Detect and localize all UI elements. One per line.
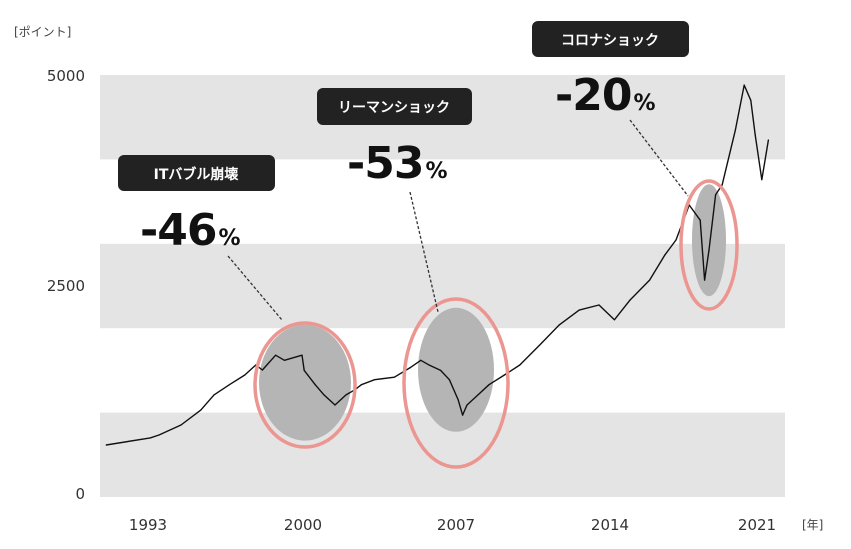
y-tick: 5000	[47, 67, 85, 85]
data-point	[734, 129, 737, 131]
annotation-label-box	[118, 155, 275, 191]
data-point	[488, 384, 490, 386]
annotation-label: コロナショック	[561, 33, 659, 49]
crash-shade	[692, 184, 726, 297]
crash-highlight-ring	[679, 179, 739, 311]
x-tick: 2000	[284, 516, 322, 534]
data-point	[409, 367, 411, 369]
data-point	[314, 384, 316, 386]
data-point	[149, 437, 151, 439]
data-point	[105, 444, 107, 446]
data-point	[708, 249, 710, 251]
data-point	[629, 299, 631, 301]
data-point	[558, 324, 561, 326]
data-point	[440, 369, 442, 371]
data-point	[767, 139, 770, 141]
annotation-unit: %	[426, 159, 448, 184]
annotation-unit: %	[634, 91, 656, 116]
annotation-leader-line	[227, 255, 283, 321]
x-tick: 2014	[591, 516, 629, 534]
data-point	[261, 369, 263, 371]
data-point	[448, 379, 450, 381]
data-point	[519, 364, 521, 366]
annotation-value: -53	[347, 138, 424, 189]
data-point	[578, 309, 580, 311]
svg-text:-46%: -46%	[140, 205, 241, 256]
data-point	[393, 376, 395, 378]
annotation-label-box	[317, 88, 472, 125]
data-point	[429, 364, 431, 366]
data-point	[750, 99, 752, 101]
x-tick: 2021	[738, 516, 776, 534]
data-point	[761, 179, 763, 181]
data-point	[704, 279, 706, 281]
data-point	[477, 394, 479, 396]
data-point	[721, 184, 723, 186]
data-point	[228, 384, 230, 386]
y-tick: 0	[75, 485, 85, 503]
data-point	[699, 219, 701, 221]
svg-text:-53%: -53%	[347, 138, 448, 189]
data-point	[275, 354, 277, 356]
data-point	[200, 409, 202, 411]
data-point	[743, 84, 745, 86]
data-point	[420, 359, 422, 361]
annotation-unit: %	[219, 226, 241, 251]
data-point	[180, 424, 182, 426]
data-point	[503, 374, 505, 376]
annotation-value: -46	[140, 205, 217, 256]
data-point	[345, 394, 347, 396]
data-point	[613, 319, 616, 321]
annotation-value: -20	[555, 70, 632, 121]
data-point	[715, 194, 717, 196]
data-point	[649, 279, 651, 281]
annotation-leader-line	[629, 119, 689, 197]
annotation-leader-line	[409, 191, 439, 313]
crash-shade	[418, 307, 494, 432]
data-point	[360, 384, 362, 386]
annotation-label-box	[532, 21, 689, 57]
x-tick: 1993	[129, 516, 167, 534]
x-tick: 2007	[437, 516, 475, 534]
data-point	[466, 404, 468, 406]
y-tick: 2500	[47, 277, 85, 295]
data-point	[283, 359, 285, 361]
svg-text:-20%: -20%	[555, 70, 656, 121]
x-axis-label: [年]	[802, 518, 823, 532]
annotation-label: リーマンショック	[338, 100, 450, 116]
data-point	[539, 344, 541, 346]
data-point	[457, 399, 459, 401]
data-point	[158, 434, 160, 436]
data-point	[301, 354, 303, 356]
data-point	[213, 394, 215, 396]
data-point	[374, 379, 376, 381]
crash-highlight-ring	[253, 321, 357, 449]
crash-highlight-ring	[402, 297, 510, 469]
y-axis-label: [ポイント]	[14, 25, 71, 39]
data-point	[754, 134, 756, 136]
data-point	[675, 239, 677, 241]
data-point	[244, 374, 246, 376]
annotation-label: ITバブル崩壊	[154, 166, 240, 183]
data-point	[598, 304, 600, 306]
data-point	[664, 254, 666, 256]
crash-shade	[259, 324, 351, 441]
data-point	[462, 414, 464, 416]
data-point	[323, 394, 325, 396]
data-point	[334, 404, 336, 406]
data-point	[303, 369, 305, 371]
